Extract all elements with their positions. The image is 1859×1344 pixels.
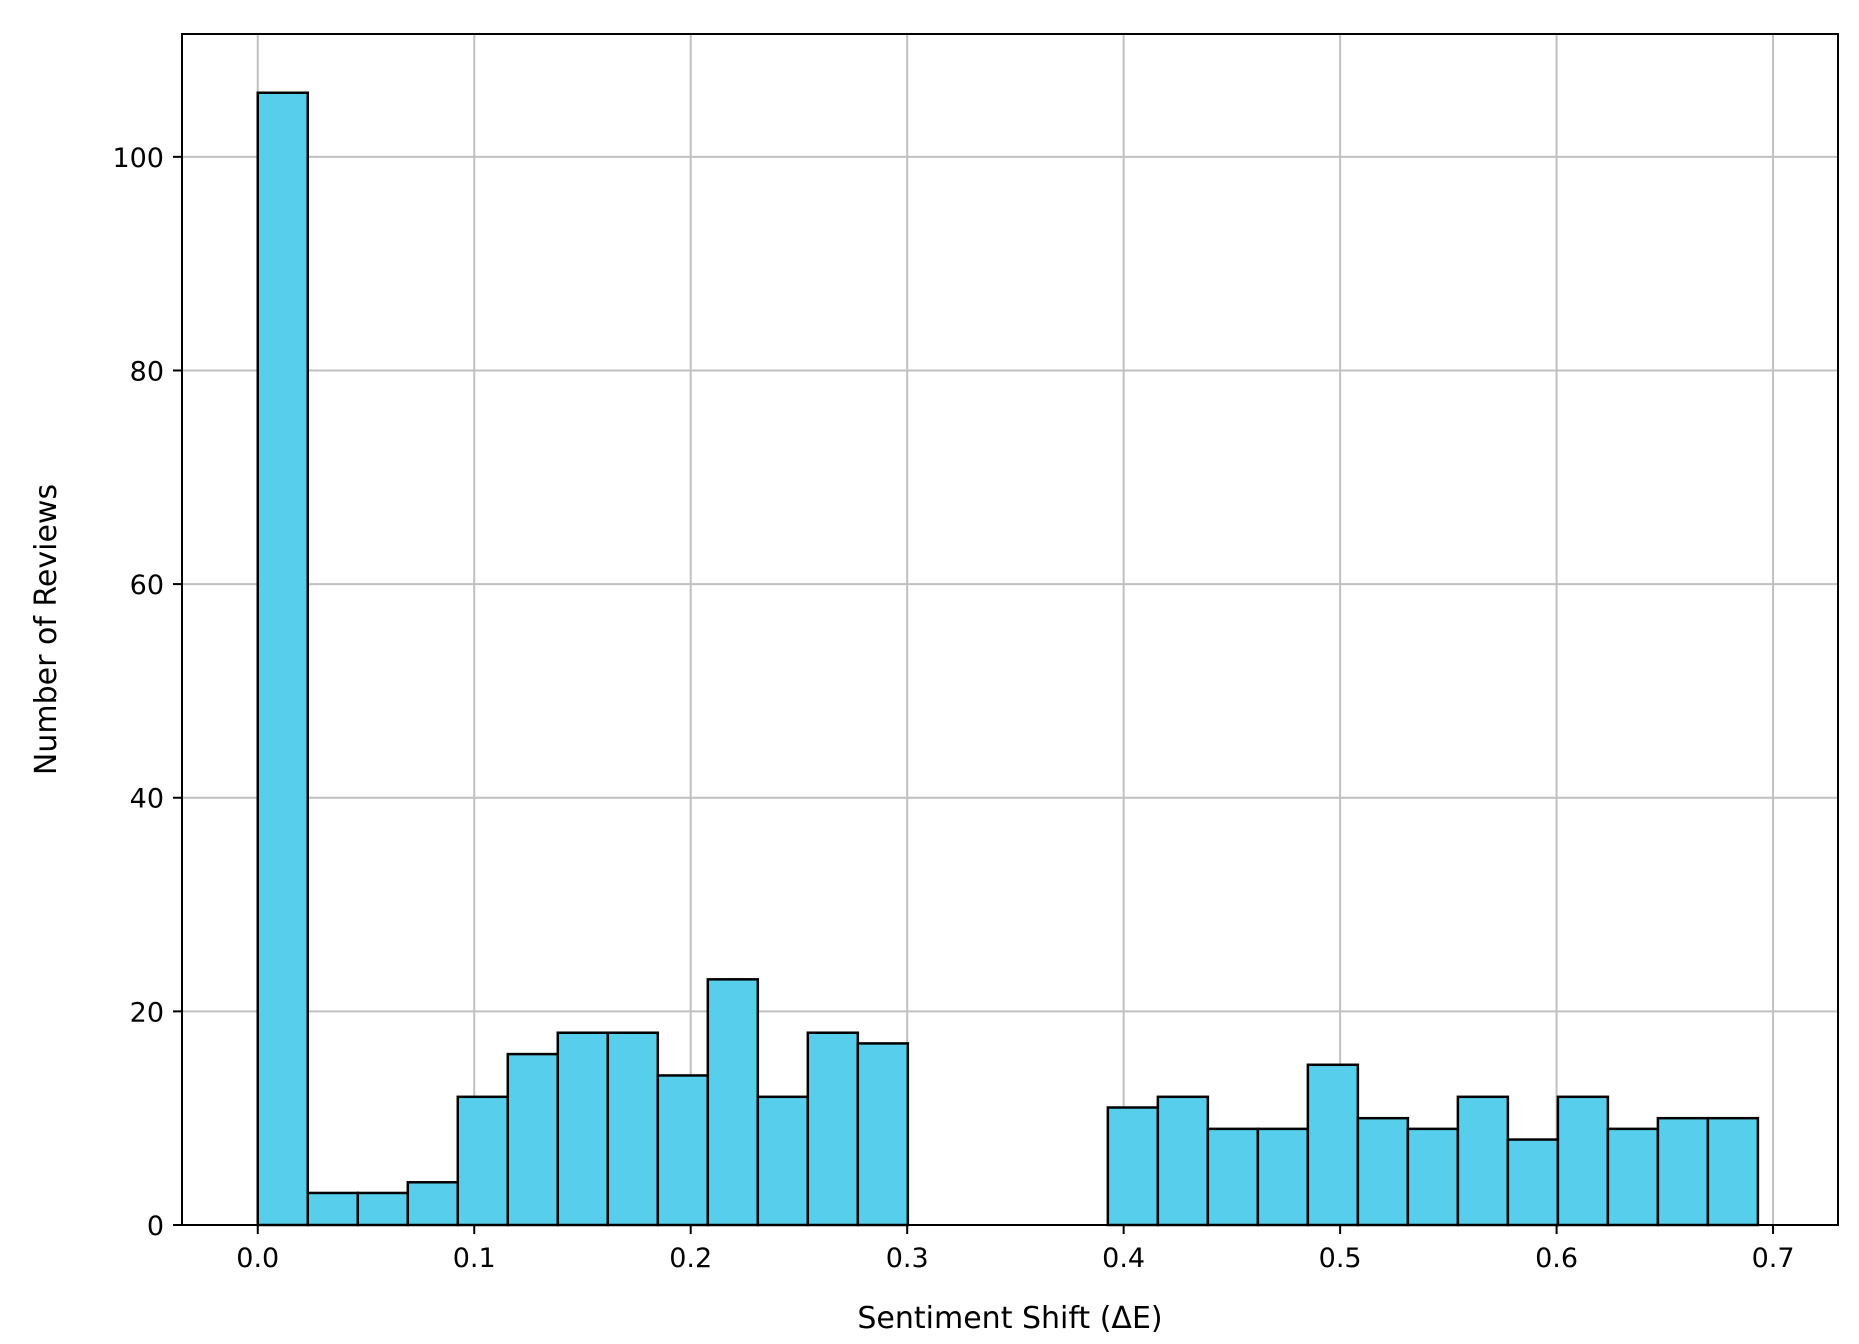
- histogram-bar: [1556, 1095, 1610, 1227]
- histogram-bar: [1206, 1127, 1260, 1227]
- x-tick-label: 0.3: [886, 1243, 929, 1274]
- histogram-bar: [456, 1095, 510, 1227]
- histogram-bar: [1456, 1095, 1510, 1227]
- histogram-bar: [1406, 1127, 1460, 1227]
- histogram-bar: [1606, 1127, 1660, 1227]
- grid-lines: [182, 34, 1838, 1226]
- y-tick-label: 40: [130, 784, 164, 815]
- histogram-bar: [756, 1095, 810, 1227]
- histogram-bar: [306, 1191, 360, 1227]
- histogram-bar: [1356, 1116, 1410, 1227]
- x-tick-label: 0.6: [1535, 1243, 1578, 1274]
- histogram-bar: [706, 978, 760, 1227]
- x-tick-label: 0.1: [453, 1243, 496, 1274]
- histogram-bar: [256, 91, 310, 1227]
- histogram-bar: [856, 1042, 910, 1227]
- histogram-bar: [1256, 1127, 1310, 1227]
- y-tick-label: 20: [130, 997, 164, 1028]
- x-tick-label: 0.5: [1319, 1243, 1362, 1274]
- x-tick-label: 0.0: [236, 1243, 279, 1274]
- y-tick-label: 100: [112, 143, 164, 174]
- histogram-bar: [656, 1074, 710, 1227]
- y-tick-label: 60: [130, 570, 164, 601]
- y-axis-label: Number of Reviews: [29, 484, 64, 775]
- y-tick-label: 80: [130, 356, 164, 387]
- histogram-bar: [506, 1052, 560, 1227]
- histogram-bar: [556, 1031, 610, 1227]
- axes-frame: [181, 33, 1839, 1226]
- histogram-bar: [806, 1031, 860, 1227]
- x-axis-label: Sentiment Shift (ΔE): [857, 1301, 1162, 1336]
- x-tick-label: 0.2: [669, 1243, 712, 1274]
- histogram-bar: [1656, 1116, 1710, 1227]
- histogram-bar: [1106, 1106, 1160, 1227]
- x-tick-label: 0.7: [1752, 1243, 1795, 1274]
- axis-ticks: 0.0 0.1 0.2 0.3 0.4 0.5 0.6 0.7 0 20 40 60 80 100: [112, 143, 1794, 1274]
- histogram-bar: [606, 1031, 660, 1227]
- histogram-bar: [406, 1181, 460, 1227]
- histogram-bars: [256, 91, 1760, 1227]
- histogram-bar: [356, 1191, 410, 1227]
- y-tick-label: 0: [147, 1211, 164, 1242]
- histogram-bar: [1506, 1138, 1560, 1227]
- histogram-bar: [1306, 1063, 1360, 1227]
- histogram-bar: [1156, 1095, 1210, 1227]
- x-tick-label: 0.4: [1102, 1243, 1145, 1274]
- histogram-bar: [1706, 1116, 1760, 1227]
